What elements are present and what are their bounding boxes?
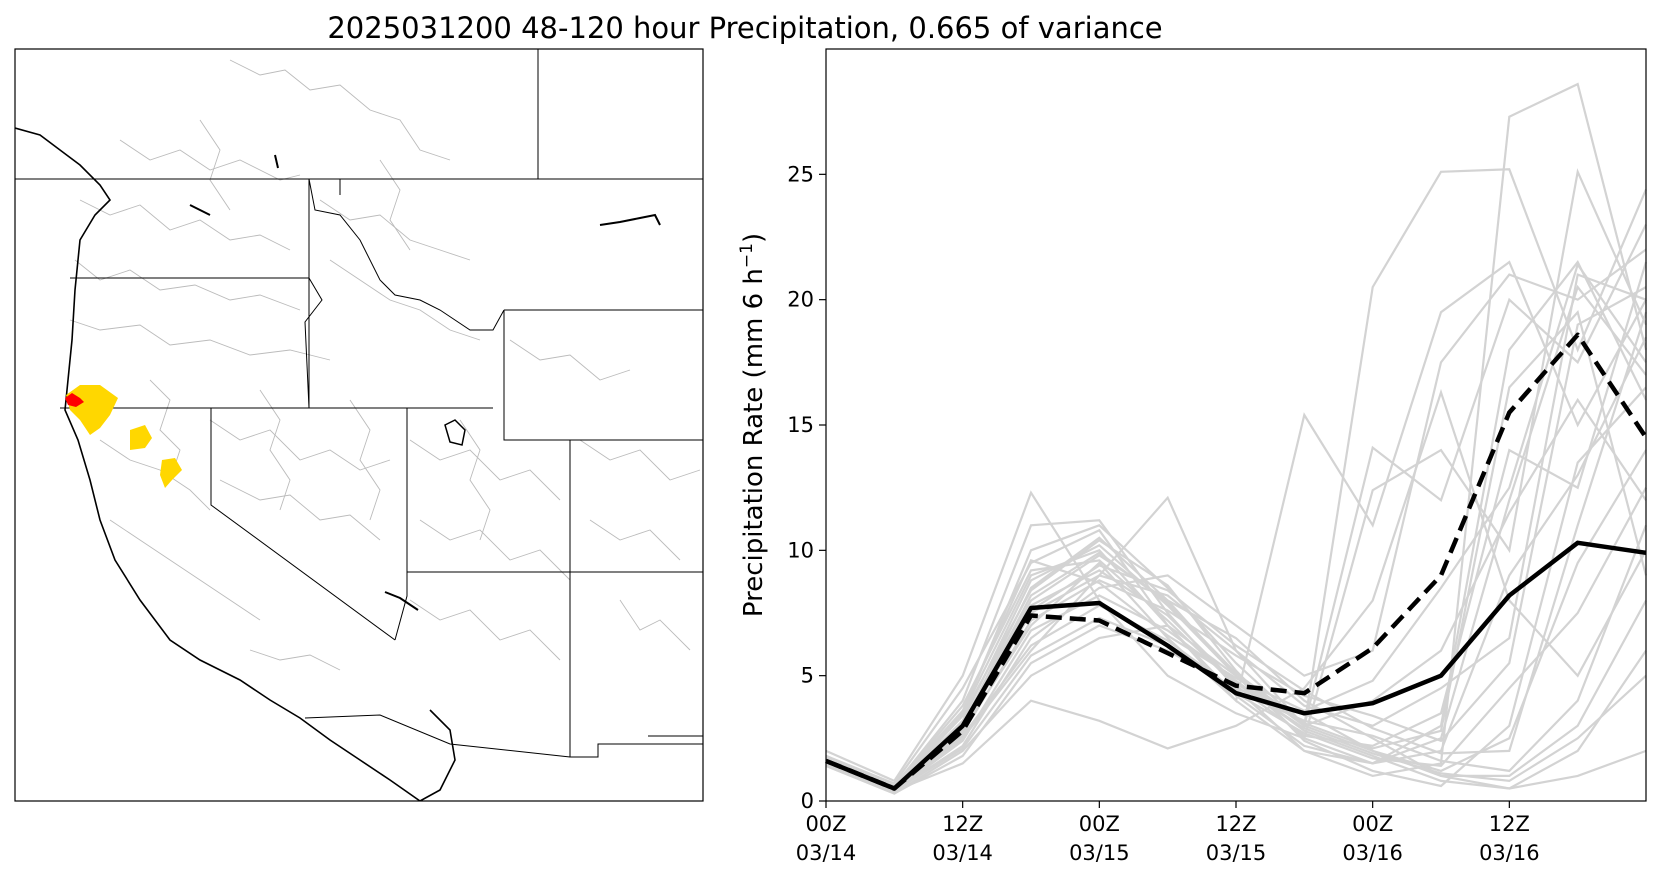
ensemble-line-20 xyxy=(825,286,1647,793)
ensemble-line-15 xyxy=(825,273,1647,790)
y-axis-ticks: 0 5 10 15 20 25 xyxy=(787,162,826,813)
ensemble-line-23 xyxy=(825,262,1647,788)
ensemble-line-16 xyxy=(825,594,1647,793)
ensemble-line-12 xyxy=(825,336,1647,785)
x-tick-label-date: 03/15 xyxy=(1206,841,1267,865)
x-tick-label-date: 03/14 xyxy=(932,841,993,865)
y-tick-label: 5 xyxy=(801,664,814,688)
y-tick-label: 15 xyxy=(787,413,814,437)
ensemble-line-11 xyxy=(825,248,1647,793)
highlight-basin-major xyxy=(130,425,152,450)
lake-outline xyxy=(599,213,661,226)
ensemble-line-6 xyxy=(825,168,1648,783)
ensemble-line-19 xyxy=(825,386,1647,790)
dashed-series-line xyxy=(825,332,1648,791)
x-tick-label-date: 03/16 xyxy=(1342,841,1403,865)
ensemble-line-8 xyxy=(825,388,1647,793)
x-tick-label-time: 00Z xyxy=(805,812,846,836)
basin-boundaries xyxy=(69,59,701,671)
map-panel xyxy=(14,48,704,802)
y-tick-label: 20 xyxy=(787,288,814,312)
x-tick-label-time: 12Z xyxy=(942,812,983,836)
x-tick-label-time: 00Z xyxy=(1079,812,1120,836)
ensemble-line-14 xyxy=(825,397,1647,790)
x-tick-label-time: 12Z xyxy=(1215,812,1256,836)
highlight-basin-peak xyxy=(65,393,84,407)
ensemble-members xyxy=(825,82,1648,795)
main-series xyxy=(825,332,1648,791)
y-tick-label: 0 xyxy=(801,789,814,813)
x-tick-label-time: 00Z xyxy=(1352,812,1393,836)
x-axis-ticks: 00Z 03/14 12Z 03/14 00Z 03/15 12Z 03/15 00Z 03/16… xyxy=(796,801,1540,865)
x-tick-label-date: 03/15 xyxy=(1069,841,1130,865)
gulf-coastline xyxy=(419,709,456,801)
ensemble-line-7 xyxy=(825,260,1647,790)
x-tick-label-date: 03/14 xyxy=(796,841,857,865)
ensemble-line-13 xyxy=(825,449,1647,795)
coastline xyxy=(15,127,421,801)
highlight-basin-major xyxy=(160,458,182,488)
highlight-basin-major xyxy=(66,385,118,435)
chart-panel: 0 5 10 15 20 25 00Z 03/14 12Z 03/14 00Z 03/15 12Z 03… xyxy=(737,48,1648,865)
ensemble-line-4 xyxy=(825,260,1647,790)
map-frame xyxy=(14,48,704,802)
figure-title: 2025031200 48-120 hour Precipitation, 0.… xyxy=(327,11,1162,45)
political-borders xyxy=(15,49,703,758)
solid-series-line xyxy=(825,540,1647,791)
ensemble-line-9 xyxy=(825,224,1647,788)
lake-outline xyxy=(384,591,419,611)
y-tick-label: 25 xyxy=(787,162,814,186)
lake-outline xyxy=(274,154,279,169)
x-tick-label-date: 03/16 xyxy=(1479,841,1540,865)
x-tick-label-time: 12Z xyxy=(1489,812,1530,836)
lake-outline xyxy=(189,204,211,216)
great-salt-lake-outline xyxy=(444,419,466,446)
y-axis-label: Precipitation Rate (mm 6 h−1) xyxy=(737,233,769,617)
y-tick-label: 10 xyxy=(787,538,814,562)
